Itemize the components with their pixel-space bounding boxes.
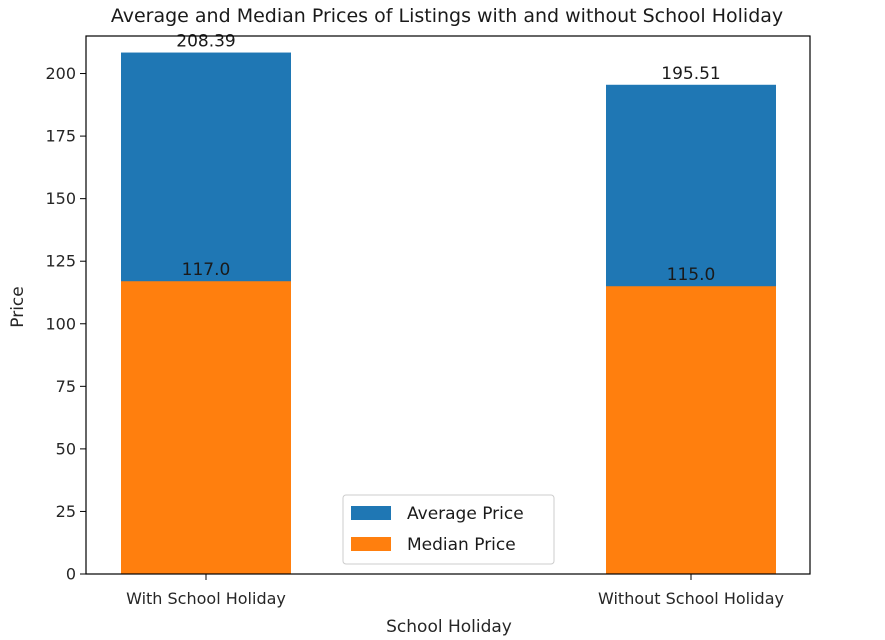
data-label-median-1: 115.0 (667, 265, 716, 285)
x-tick-label: Without School Holiday (598, 589, 784, 608)
y-tick-label: 175 (45, 127, 76, 146)
legend-swatch-1 (351, 537, 391, 551)
data-label-median-0: 117.0 (182, 260, 231, 280)
y-tick-label: 50 (56, 439, 76, 458)
plot-area: 208.39 195.51 117.0 115.0 0 25 50 75 100 125 150 17… (45, 32, 811, 608)
y-tick-label: 75 (56, 377, 76, 396)
y-tick-label: 150 (45, 189, 76, 208)
legend-label-1: Median Price (407, 535, 516, 555)
legend-box (342, 494, 555, 565)
y-tick-label: 100 (45, 314, 76, 333)
x-axis-title: School Holiday (386, 617, 512, 637)
y-axis-title: Price (8, 286, 28, 327)
data-label-average-0: 208.39 (176, 32, 235, 52)
legend: Average Price Median Price (342, 494, 555, 565)
y-tick-label: 0 (66, 565, 76, 584)
y-tick-label: 25 (56, 502, 76, 521)
bar-median-1 (606, 286, 776, 574)
legend-swatch-0 (351, 506, 391, 520)
legend-label-0: Average Price (407, 504, 524, 524)
plot-frame (85, 35, 811, 575)
chart-title: Average and Median Prices of Listings wi… (111, 5, 783, 27)
bar-median-0 (121, 281, 291, 574)
y-tick-label: 125 (45, 252, 76, 271)
y-tick-label: 200 (45, 64, 76, 83)
data-label-average-1: 195.51 (661, 64, 720, 84)
x-tick-label: With School Holiday (126, 589, 286, 608)
